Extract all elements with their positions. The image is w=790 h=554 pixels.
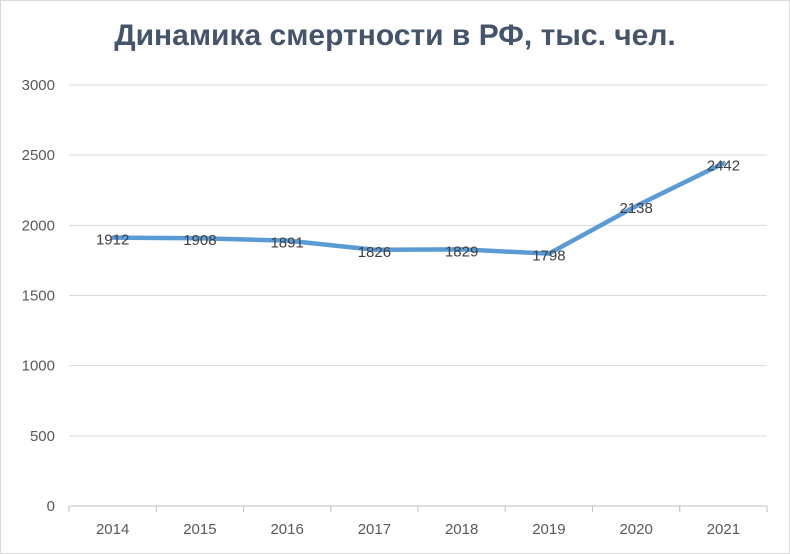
y-tick-label: 0 xyxy=(47,498,55,515)
y-tick-label: 2500 xyxy=(22,147,55,164)
x-tick-label: 2019 xyxy=(532,521,565,538)
y-tick-label: 3000 xyxy=(22,77,55,94)
x-tick-label: 2016 xyxy=(270,521,303,538)
series-line xyxy=(110,161,726,256)
x-tick-label: 2018 xyxy=(445,521,478,538)
data-label: 1912 xyxy=(96,232,129,249)
x-tick-label: 2014 xyxy=(96,521,129,538)
data-label: 1798 xyxy=(532,248,565,265)
data-label: 1829 xyxy=(445,243,478,260)
data-point xyxy=(459,247,464,252)
data-point xyxy=(546,251,551,256)
y-tick-label: 1500 xyxy=(22,288,55,305)
data-point xyxy=(110,235,115,240)
data-label: 1908 xyxy=(183,232,216,249)
x-tick-label: 2017 xyxy=(358,521,391,538)
y-tick-label: 1000 xyxy=(22,358,55,375)
chart-title: Динамика смертности в РФ, тыс. чел. xyxy=(114,19,676,52)
y-axis-tick-labels: 0 500 1000 1500 2000 2500 3000 xyxy=(22,77,55,515)
gridlines xyxy=(69,84,767,437)
y-tick-label: 500 xyxy=(30,428,55,445)
y-tick-label: 2000 xyxy=(22,217,55,234)
data-labels: 1912 1908 1891 1826 1829 1798 2138 2442 xyxy=(96,157,740,264)
data-point xyxy=(372,247,377,252)
data-point xyxy=(634,203,639,208)
x-tick-label: 2021 xyxy=(707,521,740,538)
data-label: 1891 xyxy=(270,235,303,252)
x-tick-label: 2015 xyxy=(183,521,216,538)
x-tick-label: 2020 xyxy=(619,521,652,538)
data-label: 1826 xyxy=(358,244,391,261)
data-point xyxy=(197,236,202,241)
series-line-group xyxy=(110,161,726,256)
x-axis-tick-labels: 2014 2015 2016 2017 2018 2019 2020 2021 xyxy=(96,521,740,538)
data-point xyxy=(721,161,726,166)
x-axis xyxy=(68,505,768,512)
data-point xyxy=(285,238,290,243)
data-label: 2442 xyxy=(707,157,740,174)
data-label: 2138 xyxy=(619,200,652,217)
